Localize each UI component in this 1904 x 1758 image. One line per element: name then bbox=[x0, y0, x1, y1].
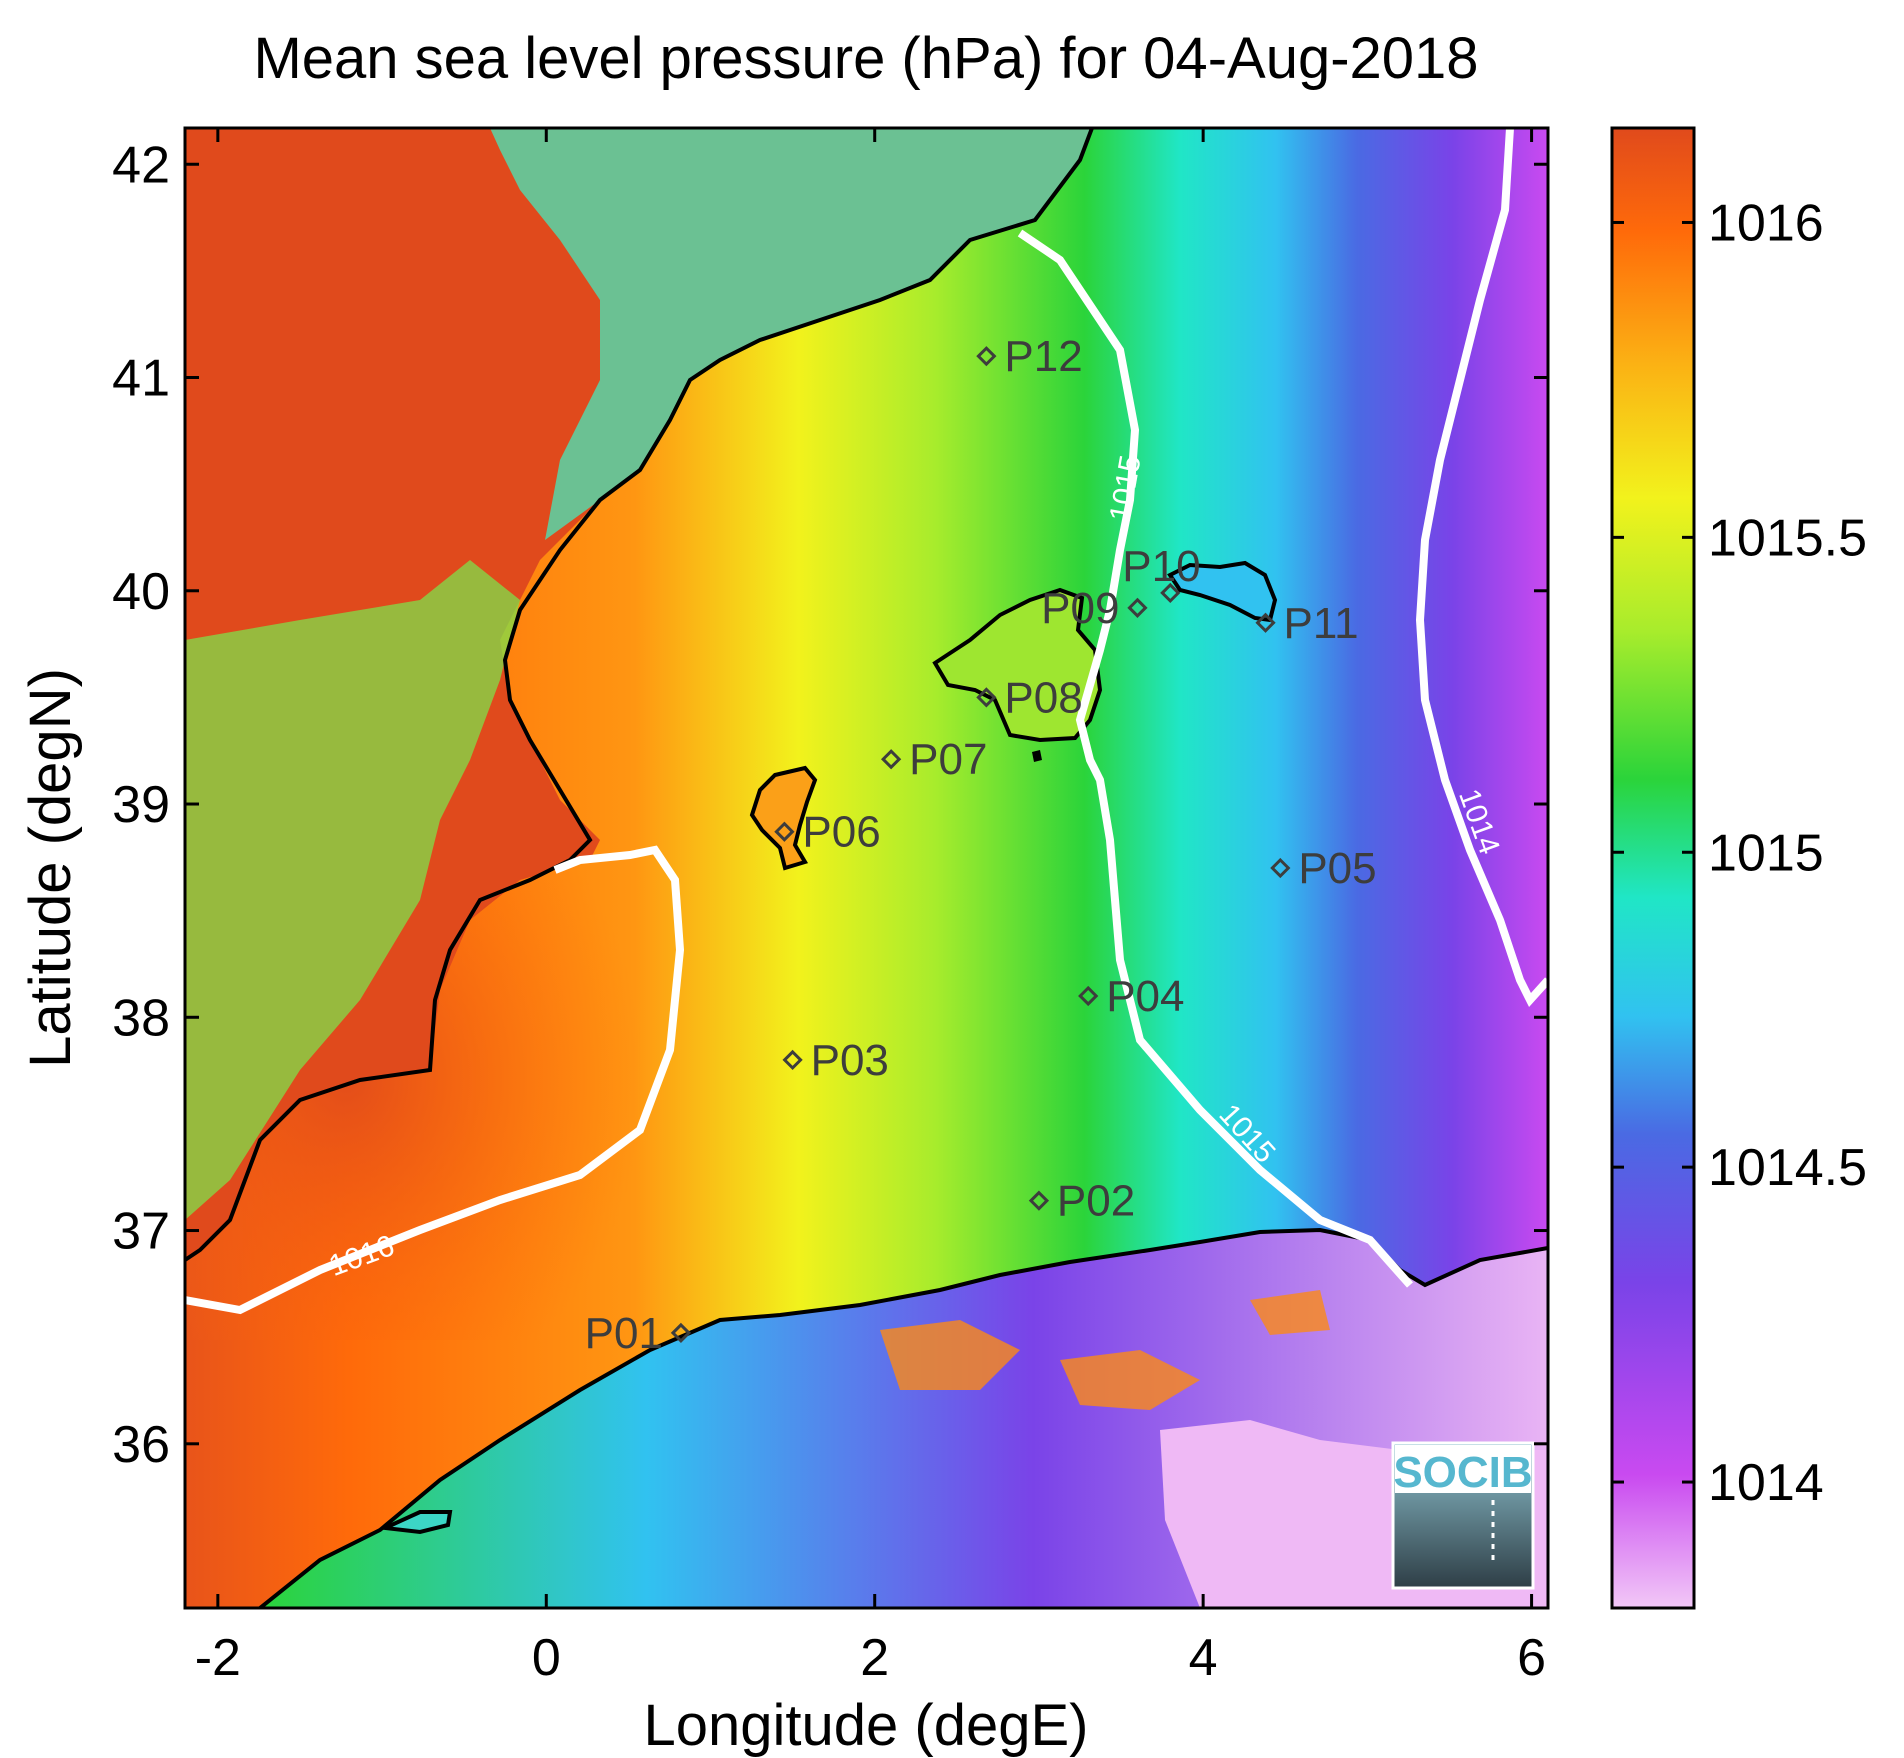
station-label: P06 bbox=[802, 808, 880, 857]
x-tick-label: 0 bbox=[532, 1629, 561, 1687]
menorca-island bbox=[1167, 560, 1278, 623]
station-marker[interactable] bbox=[881, 749, 902, 770]
station-label: P02 bbox=[1057, 1177, 1135, 1226]
y-axis-ticks: 36 37 38 39 40 41 42 bbox=[112, 136, 1548, 1474]
x-axis-label: Longitude (degE) bbox=[644, 1693, 1089, 1758]
station-marker[interactable] bbox=[1270, 857, 1291, 879]
mallorca-island bbox=[932, 587, 1103, 743]
plot-frame bbox=[183, 126, 1550, 1610]
station-label: P05 bbox=[1298, 844, 1376, 893]
iberia-east-texture bbox=[185, 560, 520, 1220]
iberia-land bbox=[185, 128, 1092, 1260]
socib-logo: SOCIB bbox=[1391, 1441, 1535, 1590]
y-tick-label: 40 bbox=[112, 563, 170, 621]
colorbar: 1014 1014.5 1015 1015.5 1016 bbox=[1610, 126, 1867, 1610]
isobar-1016 bbox=[185, 845, 685, 1315]
station-marker[interactable] bbox=[1028, 1190, 1050, 1211]
y-tick-label: 41 bbox=[112, 350, 170, 408]
x-tick-label: 6 bbox=[1517, 1629, 1546, 1687]
logo-text: SOCIB bbox=[1393, 1448, 1532, 1497]
colorbar-gradient bbox=[1610, 126, 1696, 1610]
y-tick-label: 38 bbox=[112, 989, 170, 1047]
y-axis-label: Latitude (degN) bbox=[18, 668, 83, 1068]
station-label: P03 bbox=[811, 1036, 889, 1085]
station-marker[interactable] bbox=[1078, 985, 1099, 1007]
colorbar-ticks: 1014 1014.5 1015 1015.5 1016 bbox=[1612, 194, 1867, 1512]
colorbar-tick-label: 1015 bbox=[1708, 824, 1824, 882]
x-tick-label: 2 bbox=[860, 1629, 889, 1687]
x-tick-label: 4 bbox=[1189, 1629, 1218, 1687]
x-axis-ticks: -2 0 2 4 6 bbox=[195, 128, 1546, 1687]
colorbar-tick-label: 1014 bbox=[1708, 1454, 1824, 1512]
station-marker[interactable] bbox=[976, 687, 997, 708]
iberia-land-texture bbox=[490, 128, 1092, 540]
logo-header bbox=[1395, 1445, 1531, 1493]
station-label: P04 bbox=[1106, 972, 1184, 1021]
station-marker[interactable] bbox=[670, 1322, 692, 1344]
iberia-coastline bbox=[185, 128, 1094, 1262]
station-label: P08 bbox=[1004, 673, 1082, 722]
station-label: P10 bbox=[1122, 542, 1200, 591]
station-marker[interactable] bbox=[976, 346, 997, 367]
station-marker[interactable] bbox=[1160, 582, 1181, 604]
station-label: P01 bbox=[585, 1309, 663, 1358]
cabrera-island bbox=[1032, 750, 1042, 762]
station-label: P09 bbox=[1041, 584, 1119, 633]
isobar-1014 bbox=[1415, 128, 1548, 1008]
y-tick-label: 36 bbox=[112, 1416, 170, 1474]
chart-title: Mean sea level pressure (hPa) for 04-Aug… bbox=[253, 26, 1478, 91]
colorbar-tick-label: 1014.5 bbox=[1708, 1139, 1867, 1197]
ibiza-island bbox=[749, 765, 818, 871]
colorbar-tick-label: 1015.5 bbox=[1708, 509, 1867, 567]
station-marker[interactable] bbox=[774, 821, 795, 842]
station-label: P11 bbox=[1284, 599, 1359, 648]
y-tick-label: 37 bbox=[112, 1203, 170, 1261]
isobar-1015 bbox=[1017, 229, 1413, 1288]
y-tick-label: 42 bbox=[112, 136, 170, 194]
colorbar-tick-label: 1016 bbox=[1708, 194, 1824, 252]
x-tick-label: -2 bbox=[195, 1629, 241, 1687]
north-africa-red-speckle bbox=[880, 1290, 1330, 1410]
station-label: P07 bbox=[909, 735, 987, 784]
y-tick-label: 39 bbox=[112, 776, 170, 834]
station-marker[interactable] bbox=[1255, 612, 1276, 633]
alboran-island bbox=[377, 1510, 453, 1535]
station-marker[interactable] bbox=[1127, 597, 1148, 618]
station-label: P12 bbox=[1004, 332, 1082, 381]
station-marker[interactable] bbox=[782, 1049, 803, 1071]
